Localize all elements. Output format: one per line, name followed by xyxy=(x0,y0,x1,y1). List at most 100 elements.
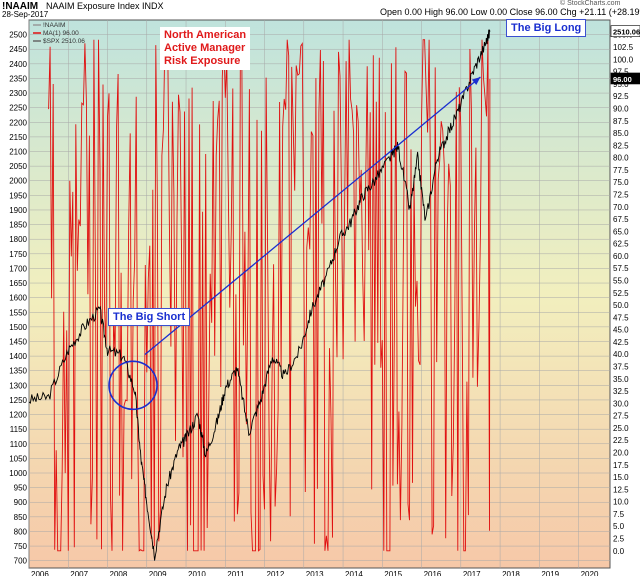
quote-line: Open 0.00 High 96.00 Low 0.00 Close 96.0… xyxy=(380,7,640,17)
left-tick-label: 1950 xyxy=(9,191,27,200)
right-tick-label: 7.5 xyxy=(613,510,625,519)
left-tick-label: 1200 xyxy=(9,411,27,420)
right-tick-label: 80.0 xyxy=(613,154,629,163)
naaim-line xyxy=(48,39,491,552)
grid-lines xyxy=(28,20,610,568)
left-tick-label: 1800 xyxy=(9,235,27,244)
right-tick-label: 10.0 xyxy=(613,498,629,507)
right-tick-label: 15.0 xyxy=(613,473,629,482)
x-tick-label: 2013 xyxy=(306,570,324,576)
x-tick-label: 2008 xyxy=(110,570,128,576)
x-tick-label: 2017 xyxy=(463,570,481,576)
right-tick-label: 42.5 xyxy=(613,338,629,347)
right-tick-label: 35.0 xyxy=(613,375,629,384)
left-tick-label: 1000 xyxy=(9,469,27,478)
right-tick-label: 0.0 xyxy=(613,547,625,556)
right-tick-label: 5.0 xyxy=(613,522,625,531)
right-tick-label: 70.0 xyxy=(613,203,629,212)
right-tick-label: 45.0 xyxy=(613,326,629,335)
right-tick-label: 27.5 xyxy=(613,412,629,421)
left-tick-label: 1250 xyxy=(9,396,27,405)
last-value-box xyxy=(610,72,640,85)
right-tick-label: 2.5 xyxy=(613,535,625,544)
right-tick-label: 50.0 xyxy=(613,301,629,310)
right-tick-label: 102.5 xyxy=(613,43,634,52)
x-tick-label: 2009 xyxy=(149,570,167,576)
left-tick-label: 1650 xyxy=(9,279,27,288)
right-tick-label: 32.5 xyxy=(613,387,629,396)
left-tick-label: 1600 xyxy=(9,294,27,303)
chart-header: !NAAIM NAAIM Exposure Index INDX 28-Sep-… xyxy=(0,0,640,19)
left-tick-label: 1550 xyxy=(9,308,27,317)
x-tick-label: 2006 xyxy=(31,570,49,576)
left-tick-label: 2100 xyxy=(9,148,27,157)
left-tick-label: 750 xyxy=(14,542,28,551)
annotation-overlay xyxy=(108,76,481,411)
right-tick-label: 97.5 xyxy=(613,68,629,77)
naaim-series xyxy=(48,39,491,552)
right-tick-label: 12.5 xyxy=(613,485,629,494)
right-tick-label: 57.5 xyxy=(613,264,629,273)
last-value-text: 2510.06 xyxy=(613,28,640,37)
left-tick-label: 800 xyxy=(14,527,28,536)
right-tick-label: 55.0 xyxy=(613,276,629,285)
watermark: © StockCharts.com xyxy=(560,0,621,7)
legend-entry: $SPX 2510.06 xyxy=(43,38,85,45)
right-tick-label: 87.5 xyxy=(613,117,629,126)
title-note-line: Active Manager xyxy=(164,42,246,54)
right-tick-label: 72.5 xyxy=(613,190,629,199)
left-tick-label: 2300 xyxy=(9,89,27,98)
title-note-line: North American xyxy=(164,29,247,41)
last-value-text: 96.00 xyxy=(613,75,632,84)
big-short-label: The Big Short xyxy=(108,308,191,326)
left-tick-label: 1450 xyxy=(9,337,27,346)
left-tick-label: 1350 xyxy=(9,367,27,376)
right-tick-label: 100.0 xyxy=(613,55,634,64)
left-tick-label: 1850 xyxy=(9,221,27,230)
right-tick-label: 82.5 xyxy=(613,141,629,150)
spx-line xyxy=(28,29,491,561)
x-tick-label: 2007 xyxy=(70,570,88,576)
right-axis-ticks: 0.0 2.5 5.0 7.5 10.0 12.5 15.0 17.5 20.0 22.5 25.0… xyxy=(613,31,634,556)
right-tick-label: 92.5 xyxy=(613,92,629,101)
x-tick-label: 2011 xyxy=(227,570,245,576)
left-tick-label: 1900 xyxy=(9,206,27,215)
left-tick-label: 2400 xyxy=(9,60,27,69)
left-tick-label: 1750 xyxy=(9,250,27,259)
big-short-circle xyxy=(108,360,158,411)
right-tick-label: 30.0 xyxy=(613,399,629,408)
x-tick-label: 2019 xyxy=(541,570,559,576)
right-tick-label: 95.0 xyxy=(613,80,629,89)
right-tick-label: 60.0 xyxy=(613,252,629,261)
left-tick-label: 1050 xyxy=(9,454,27,463)
x-tick-label: 2014 xyxy=(345,570,363,576)
symbol-label: !NAAIM xyxy=(2,1,39,12)
left-tick-label: 2500 xyxy=(9,31,27,40)
right-tick-label: 40.0 xyxy=(613,350,629,359)
right-tick-label: 77.5 xyxy=(613,166,629,175)
left-tick-label: 900 xyxy=(14,498,28,507)
right-tick-label: 85.0 xyxy=(613,129,629,138)
legend-entry: !NAAIM xyxy=(43,22,65,29)
chart-title-note: North American Active Manager Risk Expos… xyxy=(160,27,251,70)
right-tick-label: 47.5 xyxy=(613,313,629,322)
left-tick-label: 2450 xyxy=(9,45,27,54)
big-long-label: The Big Long xyxy=(506,19,587,37)
left-tick-label: 1500 xyxy=(9,323,27,332)
left-tick-label: 1100 xyxy=(10,440,28,449)
left-tick-label: 2000 xyxy=(9,177,27,186)
right-tick-label: 90.0 xyxy=(613,104,629,113)
right-tick-label: 62.5 xyxy=(613,240,629,249)
trend-arrow-head xyxy=(471,76,481,85)
left-tick-label: 1300 xyxy=(9,381,27,390)
left-tick-label: 2250 xyxy=(9,104,27,113)
left-tick-label: 1150 xyxy=(10,425,28,434)
left-tick-label: 2350 xyxy=(9,74,27,83)
x-tick-label: 2016 xyxy=(424,570,442,576)
x-tick-label: 2010 xyxy=(188,570,206,576)
right-tick-label: 25.0 xyxy=(613,424,629,433)
spx-series xyxy=(28,29,491,561)
left-tick-label: 700 xyxy=(14,557,28,566)
plot-background xyxy=(28,19,611,569)
